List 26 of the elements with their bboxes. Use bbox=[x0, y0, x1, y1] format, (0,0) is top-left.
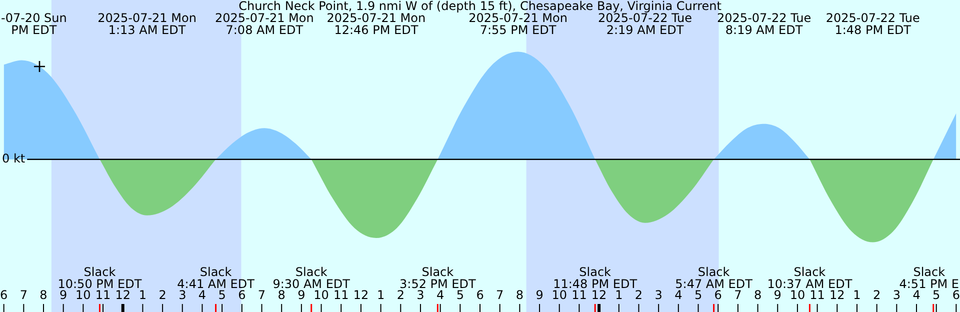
x-tick-label: 1 bbox=[376, 288, 385, 302]
x-tick-label: 1 bbox=[853, 288, 861, 302]
x-tick-label: 2 bbox=[873, 288, 881, 302]
x-tick-label: 7 bbox=[258, 288, 266, 302]
x-tick-label: 8 bbox=[40, 288, 48, 302]
text: 2025-07-21 Mon 7:55 PM EDT bbox=[468, 11, 568, 38]
text: 2025-07-22 Tue 8:19 AM EDT bbox=[717, 11, 812, 38]
text: 2025-07-22 Tue 1:48 PM EDT bbox=[826, 11, 920, 38]
text: -07-20 Sun PM EDT bbox=[1, 11, 67, 38]
x-tick-label: 9 bbox=[536, 288, 544, 302]
text: 2025-07-21 Mon 1:13 AM EDT bbox=[98, 11, 196, 38]
x-tick-label: 8 bbox=[754, 288, 762, 302]
ref-line-label: 0 kt bbox=[2, 152, 26, 166]
x-tick-label: 6 bbox=[476, 288, 484, 302]
x-tick-label: 7 bbox=[496, 288, 504, 302]
x-tick-label: 3 bbox=[892, 288, 900, 302]
chart-title: Church Neck Point, 1.9 nmi W of (depth 15 ft), Chesapeake Bay, Virginia Current bbox=[238, 0, 722, 14]
x-tick-label: 12 bbox=[353, 288, 369, 302]
text: 2025-07-22 Tue 2:19 AM EDT bbox=[598, 11, 692, 38]
text: 2025-07-21 Mon 12:46 PM EDT bbox=[326, 11, 426, 38]
x-tick-label: 6 bbox=[0, 288, 8, 302]
x-tick-label: 8 bbox=[516, 288, 524, 302]
text: 2025-07-21 Mon 7:08 AM EDT bbox=[214, 11, 314, 38]
x-tick-label: 2 bbox=[158, 288, 166, 302]
x-tick-label: 3 bbox=[654, 288, 662, 302]
x-tick-label: 7 bbox=[20, 288, 28, 302]
